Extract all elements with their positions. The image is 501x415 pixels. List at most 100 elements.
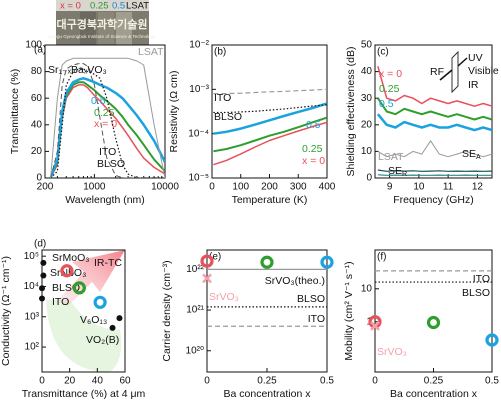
arrow	[439, 69, 453, 81]
annotation-text: IR	[468, 79, 479, 91]
point-label: VO₂(B)	[86, 334, 119, 346]
y-tick-label: 0	[366, 173, 372, 184]
y-axis-title: Transmittance (%)	[9, 69, 21, 154]
series-line	[213, 116, 327, 153]
x-tick-label: 0	[209, 182, 215, 193]
x-tick-label: 12	[472, 182, 484, 193]
series-label: ITO	[99, 146, 116, 158]
point-label: V₆O₁₃	[80, 314, 107, 326]
annotation: SER	[388, 165, 407, 178]
series-line	[377, 97, 492, 121]
panel-label: (d)	[34, 239, 46, 250]
series-label: 0.5	[91, 95, 106, 107]
series-label: 0.25	[302, 143, 323, 155]
photo-title: 대구경북과학기술원	[56, 17, 147, 31]
x-tick-label: 0.25	[424, 376, 444, 387]
annotation-text: UV	[468, 52, 483, 64]
x-tick-label: 0	[204, 376, 210, 387]
point	[116, 315, 123, 322]
y-tick-label: 40	[31, 119, 43, 130]
y-tick-label: 10²⁰	[186, 345, 204, 356]
panel-label: (a)	[34, 45, 46, 56]
region	[46, 300, 122, 372]
y-tick-label: 100	[25, 40, 42, 51]
slab	[451, 50, 459, 94]
y-tick-label: 10	[361, 283, 373, 294]
annotation-text: RF	[430, 66, 444, 78]
point-label: BLSO	[52, 282, 80, 294]
arrow	[457, 57, 468, 67]
x-tick-label: 60	[119, 376, 131, 387]
x-tick-label: 10	[413, 182, 425, 193]
photo-subtitle: Daegu Gyeongbuk Institute of Science & T…	[48, 34, 156, 39]
x-tick-label: 100	[232, 182, 249, 193]
y-tick-label: 10	[361, 146, 373, 157]
annotation-sub: A	[476, 154, 481, 161]
series-line	[376, 113, 492, 132]
x-tick-label: 11	[443, 182, 454, 193]
panel: 0 0.25 0.5 10²⁰ 10²¹ 10²² Ba concentration x Ca…	[161, 249, 334, 400]
series-label: x = 0	[379, 68, 402, 80]
x-tick-label: 0.5	[320, 376, 334, 387]
x-tick-label: 0	[372, 376, 378, 387]
x-axis-title: Ba concentration x	[224, 388, 312, 400]
x-tick-label: 1000	[83, 182, 106, 193]
plot-frame	[44, 44, 166, 179]
series-label: 0.25	[379, 83, 400, 95]
x-axis-title: Temperature (K)	[232, 194, 308, 206]
y-axis-title: Shielding effectiveness (dB)	[345, 47, 357, 177]
y-tick-label: 10³	[25, 311, 40, 322]
x-tick-label: 200	[261, 182, 278, 193]
series-label: 0.5	[379, 98, 394, 110]
point	[200, 254, 214, 268]
annotation-sub: R	[402, 171, 407, 178]
x-tick-label: 0.25	[257, 376, 277, 387]
point	[39, 295, 45, 302]
annotation: IR-TC	[94, 257, 122, 269]
x-tick-label: 10000	[151, 182, 179, 193]
y-axis-title: Carrier density (cm⁻³)	[161, 260, 173, 361]
y-tick-label: 0	[36, 173, 42, 184]
y-tick-label: 10⁻⁴	[188, 128, 209, 139]
series-label: BLSO	[97, 158, 125, 170]
y-tick-label: 50	[361, 40, 373, 51]
series-line	[377, 66, 492, 107]
x-axis-title: Ba concentration x	[390, 388, 478, 400]
panel-label: (b)	[214, 47, 226, 58]
point-label: ITO	[52, 296, 69, 308]
point	[72, 281, 86, 295]
series-line	[213, 104, 327, 114]
panel-label: (e)	[209, 252, 221, 263]
point	[202, 273, 212, 284]
y-tick-label: 10⁻³	[189, 84, 209, 95]
series-label: 0.5	[306, 119, 321, 131]
y-tick-label: 10²	[25, 342, 40, 353]
photo-label: 0.5	[112, 1, 125, 12]
y-axis-title: Resistivity (Ω cm)	[168, 71, 180, 153]
point	[40, 272, 47, 279]
reference-label: SrVO₃(theo.)	[265, 275, 325, 287]
plot-frame	[211, 44, 328, 179]
series-line	[377, 174, 492, 176]
point	[39, 285, 45, 292]
photo-label: x = 0	[60, 1, 81, 12]
panel: 9 10 11 12 0 10 20 30 40 50 Frequency (GHz) Shieldi…	[345, 40, 499, 206]
reference-label: ITO	[473, 273, 490, 285]
point	[40, 259, 47, 266]
photo-strip	[56, 0, 149, 11]
photo-film	[116, 12, 132, 45]
x-axis-title: Wavelength (nm)	[65, 194, 145, 206]
plot-frame	[374, 44, 493, 179]
point	[260, 255, 274, 269]
annotation-text: SE	[462, 148, 476, 160]
annotation-text: Sr₁₋ₓBaₓVO₃	[48, 64, 107, 76]
y-axis-title: Mobility (cm² V⁻¹ s⁻¹)	[343, 261, 355, 360]
series-line	[213, 88, 327, 95]
point	[93, 295, 107, 309]
photo-label: 0.25	[90, 1, 109, 12]
annotation: Visible	[468, 65, 499, 77]
y-tick-label: 10²²	[186, 264, 204, 275]
panel-label: (c)	[377, 47, 389, 58]
x-tick-label: 20	[64, 376, 76, 387]
point-label: SrVO₃	[377, 346, 407, 358]
